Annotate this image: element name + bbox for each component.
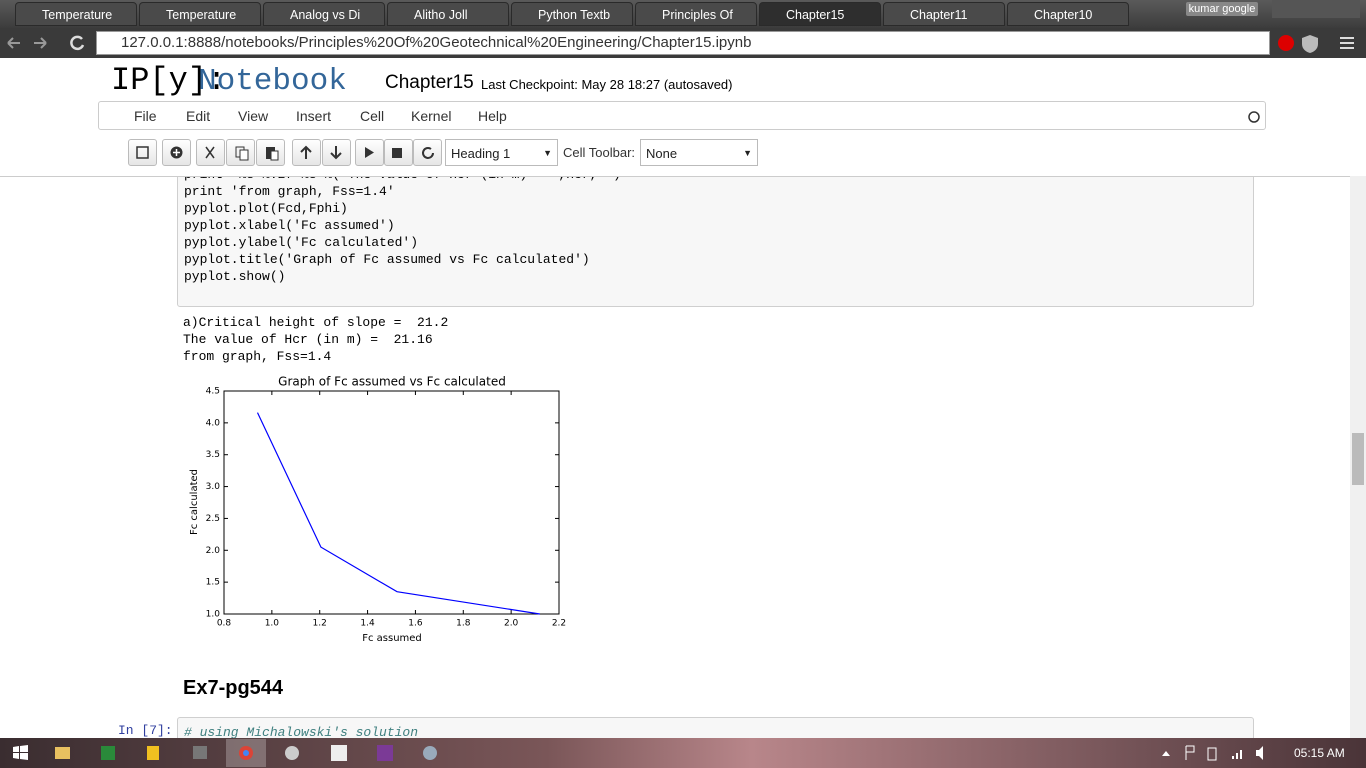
user-badge[interactable]: kumar google bbox=[1186, 2, 1258, 16]
checkpoint: Last Checkpoint: May 28 18:27 (autosaved… bbox=[481, 77, 733, 92]
scrollbar[interactable] bbox=[1350, 176, 1366, 738]
plot-frame bbox=[223, 390, 560, 615]
move-up-button[interactable] bbox=[292, 139, 321, 166]
x-tick-label: 1.0 bbox=[265, 619, 280, 629]
x-tick-label: 1.2 bbox=[313, 619, 327, 629]
output-line: from graph, Fss=1.4 bbox=[183, 349, 332, 364]
logo[interactable]: IP[y]: bbox=[111, 62, 227, 99]
x-tick-label: 2.2 bbox=[552, 619, 566, 629]
browser-tab[interactable]: Temperature bbox=[15, 2, 137, 26]
browser-tab[interactable]: Chapter11 bbox=[883, 2, 1005, 26]
scroll-thumb[interactable] bbox=[1352, 433, 1364, 485]
browser-tab[interactable]: Analog vs Di bbox=[263, 2, 385, 26]
notebook-name[interactable]: Chapter15 bbox=[385, 72, 474, 93]
x-tick-label: 1.4 bbox=[360, 619, 375, 629]
y-tick-label: 3.0 bbox=[206, 482, 221, 492]
dropdown-arrow: ▼ bbox=[543, 148, 552, 158]
y-tick-label: 1.5 bbox=[206, 578, 220, 588]
nav-buttons[interactable] bbox=[0, 28, 96, 58]
code-line: print '%s %.2f %s'%('The value of Hcr (i… bbox=[184, 177, 1247, 183]
cell-type: Heading 1 bbox=[451, 146, 511, 161]
code-line: pyplot.ylabel('Fc calculated') bbox=[184, 235, 419, 250]
data-line bbox=[256, 412, 540, 615]
menu-item[interactable]: View bbox=[238, 108, 269, 124]
address-bar[interactable]: 127.0.0.1:8888/notebooks/Principles%20Of… bbox=[96, 31, 1270, 55]
code-line: pyplot.title('Graph of Fc assumed vs Fc … bbox=[184, 252, 590, 267]
dropdown-arrow: ▼ bbox=[743, 148, 752, 158]
menu-item[interactable]: Help bbox=[478, 108, 507, 124]
output-line: The value of Hcr (in m) = 21.16 bbox=[183, 332, 433, 347]
notebook-area: print '%s %.2f %s'%('The value of Hcr (i… bbox=[0, 176, 1350, 738]
output-line: a)Critical height of slope = 21.2 bbox=[183, 315, 449, 330]
tab-bar: kumar google Temperature Temperature Analo… bbox=[0, 0, 1366, 28]
code-line: pyplot.xlabel('Fc assumed') bbox=[184, 218, 395, 233]
y-tick-label: 2.0 bbox=[206, 546, 221, 556]
notebook-header: IP[y]: Notebook Chapter15 Last Checkpoin… bbox=[0, 58, 1366, 102]
tray-icons[interactable] bbox=[1158, 738, 1278, 768]
y-axis-label: Fc calculated bbox=[189, 469, 200, 535]
extension-icons[interactable] bbox=[1276, 32, 1366, 56]
browser-tab[interactable]: Alitho Joll bbox=[387, 2, 509, 26]
kernel-indicator bbox=[1248, 111, 1260, 123]
cell-output: a)Critical height of slope = 21.2 The val… bbox=[183, 314, 448, 365]
cell-toolbar-value: None bbox=[646, 146, 678, 161]
taskbar-icons[interactable] bbox=[0, 738, 460, 768]
chart: Graph of Fc assumed vs Fc calculated Fc … bbox=[189, 375, 566, 645]
browser-tab[interactable]: Principles Of bbox=[635, 2, 757, 26]
y-tick-label: 1.0 bbox=[206, 610, 221, 620]
cell-type-select[interactable]: Heading 1 ▼ bbox=[445, 139, 558, 166]
code-line: # using Michalowski's solution bbox=[184, 725, 419, 738]
x-axis-label: Fc assumed bbox=[362, 633, 422, 644]
browser-tab[interactable]: Chapter10 bbox=[1007, 2, 1129, 26]
save-button[interactable] bbox=[128, 139, 157, 166]
button-icons bbox=[136, 145, 434, 161]
window-controls[interactable] bbox=[1272, 0, 1360, 18]
code-line: pyplot.show() bbox=[184, 269, 286, 284]
menu-item[interactable]: Insert bbox=[296, 108, 332, 124]
browser-tab[interactable]: Temperature bbox=[139, 2, 261, 26]
x-tick-label: 1.8 bbox=[456, 619, 471, 629]
next-code-cell[interactable]: # using Michalowski's solution bbox=[177, 717, 1254, 738]
copy-button[interactable] bbox=[226, 139, 255, 166]
menu-item[interactable]: Cell bbox=[360, 108, 385, 124]
clock: 05:15 AM bbox=[1294, 746, 1345, 760]
y-tick-label: 3.5 bbox=[206, 450, 220, 460]
browser-tab[interactable]: Python Textb bbox=[511, 2, 633, 26]
menu-bar: File Edit View Insert Cell Kernel Help bbox=[98, 101, 1266, 130]
logo-word[interactable]: Notebook bbox=[198, 64, 347, 99]
code-line: print 'from graph, Fss=1.4' bbox=[184, 184, 395, 199]
restart-button[interactable] bbox=[413, 139, 442, 166]
menu-item[interactable]: Edit bbox=[186, 108, 211, 124]
taskbar: 05:15 AM bbox=[0, 738, 1366, 768]
menu-item[interactable]: Kernel bbox=[411, 108, 452, 124]
chart-title: Graph of Fc assumed vs Fc calculated bbox=[278, 375, 506, 389]
cell-toolbar-label: Cell Toolbar: bbox=[563, 145, 636, 160]
y-tick-label: 4.5 bbox=[206, 387, 220, 397]
menu-item[interactable]: File bbox=[134, 108, 157, 124]
paste-button[interactable] bbox=[256, 139, 285, 166]
heading-cell[interactable]: Ex7-pg544 bbox=[183, 677, 284, 699]
input-prompt: In [7]: bbox=[118, 723, 173, 738]
cell-toolbar-select[interactable]: None ▼ bbox=[640, 139, 758, 166]
browser-tab[interactable]: Chapter15 bbox=[759, 2, 881, 26]
code-line: pyplot.plot(Fcd,Fphi) bbox=[184, 201, 348, 216]
x-tick-label: 0.8 bbox=[217, 619, 232, 629]
y-tick-label: 2.5 bbox=[206, 514, 220, 524]
x-tick-label: 1.6 bbox=[408, 619, 423, 629]
y-tick-label: 4.0 bbox=[206, 418, 221, 428]
code-cell[interactable]: print '%s %.2f %s'%('The value of Hcr (i… bbox=[177, 177, 1254, 307]
x-tick-label: 2.0 bbox=[504, 619, 519, 629]
